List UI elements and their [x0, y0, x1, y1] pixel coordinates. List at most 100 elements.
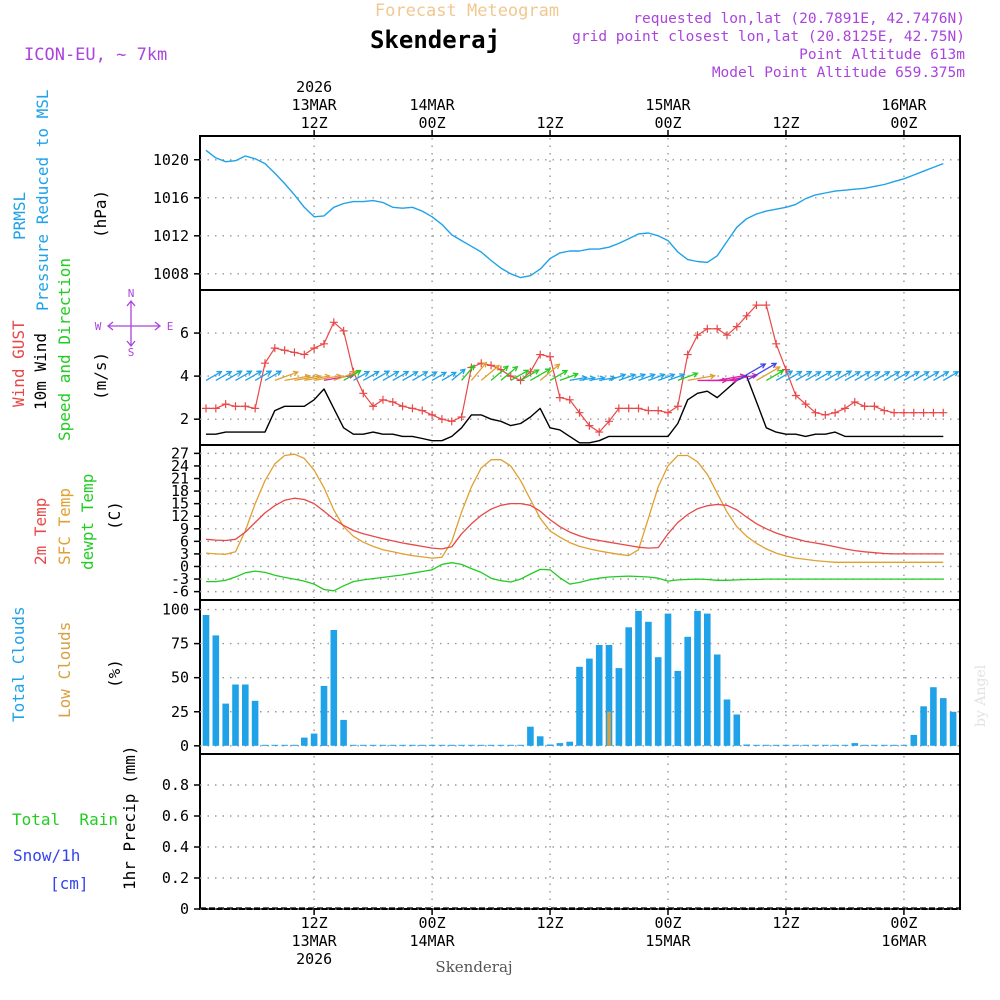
- time-label-top: 12Z: [772, 114, 799, 132]
- wind-direction-arrow: [815, 370, 832, 381]
- gust-marker: [378, 395, 387, 404]
- gust-marker: [202, 404, 210, 413]
- wind-arrow-head: [403, 370, 410, 377]
- wind-arrow-head: [679, 373, 686, 379]
- wind-arrow-head: [469, 364, 476, 371]
- gust-marker: [791, 391, 800, 400]
- total-cloud-bar: [340, 719, 347, 746]
- y-tick-label: 1020: [153, 151, 189, 169]
- total-cloud-bar: [212, 635, 220, 746]
- wind-arrow-head: [884, 371, 891, 377]
- total-cloud-bar: [890, 744, 898, 746]
- total-cloud-bar: [812, 744, 819, 746]
- prmsl-unit-label: (hPa): [91, 190, 110, 238]
- time-label-bottom: 00Z: [654, 914, 681, 932]
- wind-direction-arrow: [510, 369, 529, 381]
- wind-direction-arrow: [402, 371, 418, 381]
- time-label-top: 13MAR: [292, 96, 338, 114]
- total-cloud-bar: [497, 744, 505, 746]
- y-tick-label: 1016: [153, 189, 189, 207]
- total-cloud-bar: [851, 743, 859, 746]
- wind-direction-arrow: [451, 368, 466, 381]
- wind10-label: 10m Wind: [31, 333, 50, 410]
- total-cloud-bar: [900, 744, 908, 746]
- y-tick-label: 0.2: [162, 869, 189, 887]
- y-tick-label: 0.8: [162, 776, 189, 794]
- wind-arrow-head: [796, 370, 803, 377]
- wind-direction-arrow: [677, 372, 698, 382]
- compass-north: N: [128, 287, 135, 300]
- wind-direction-arrow: [638, 373, 655, 382]
- total-cloud-bar: [841, 744, 849, 746]
- grid-lines: [200, 138, 960, 910]
- footer-location: Skenderaj: [435, 958, 512, 976]
- total-cloud-bar: [281, 744, 288, 746]
- gust-marker: [388, 397, 397, 406]
- gust-marker: [447, 417, 456, 426]
- wind-direction-arrow: [933, 371, 949, 381]
- gust-marker: [909, 408, 918, 417]
- tick-labels: 1008101210161020246-6-303691215182124270…: [153, 151, 200, 918]
- total-cloud-bar: [448, 744, 455, 746]
- total-cloud-bar: [930, 687, 937, 746]
- y-tick-label: -6: [171, 583, 189, 601]
- wind-arrow-head: [512, 365, 519, 372]
- wind-arrow-head: [561, 369, 569, 376]
- y-tick-label: 6: [180, 532, 189, 550]
- time-label-top: 00Z: [419, 114, 446, 132]
- y-tick-label: 24: [171, 457, 189, 475]
- wind-direction-arrow: [746, 362, 777, 381]
- wind-direction-arrow: [215, 370, 232, 381]
- wind-direction-arrow: [314, 375, 342, 382]
- gust-marker: [732, 322, 741, 331]
- total-cloud-bar: [251, 700, 259, 746]
- wind-direction-arrow: [599, 376, 616, 382]
- wind-arrow-head: [533, 369, 540, 375]
- gust-marker: [231, 402, 240, 411]
- gust-marker: [270, 344, 279, 353]
- total-cloud-bar: [546, 744, 554, 746]
- gust-marker: [428, 410, 437, 419]
- wind-direction-arrow: [844, 371, 861, 381]
- wind-direction-arrow: [923, 371, 939, 381]
- gust-marker: [211, 404, 220, 413]
- wind-direction-arrow: [274, 371, 298, 382]
- gust-marker: [703, 324, 712, 333]
- total-cloud-bar: [743, 744, 750, 746]
- wind-arrow-head: [523, 369, 530, 375]
- total-cloud-bar: [831, 744, 839, 746]
- wind-arrow-head: [825, 370, 833, 377]
- wind-direction-arrow: [589, 377, 605, 382]
- gust-marker: [487, 361, 496, 370]
- wind-direction-arrow: [628, 373, 646, 382]
- time-label-bottom: 16MAR: [881, 932, 927, 950]
- wind-direction-arrow: [785, 370, 802, 381]
- wind-direction-arrow: [205, 370, 222, 381]
- wind-arrow-head: [236, 370, 243, 376]
- wind-arrow-head: [275, 370, 283, 376]
- temp-unit-label: (C): [105, 501, 124, 530]
- y-tick-label: 1008: [153, 265, 189, 283]
- total-cloud-bar: [645, 621, 652, 746]
- total-cloud-bar: [861, 744, 868, 746]
- time-label-top: 12Z: [537, 114, 564, 132]
- wind-arrow-head: [692, 371, 699, 378]
- total-cloud-bar: [310, 733, 318, 746]
- gust-marker: [408, 404, 417, 413]
- wind-direction-arrow: [421, 371, 437, 381]
- wind-arrow-head: [806, 370, 813, 377]
- wind-direction-arrow: [667, 373, 685, 382]
- wind-arrow-head: [933, 371, 940, 377]
- total-cloud-bar: [360, 744, 367, 746]
- wind-direction-arrow: [874, 371, 890, 381]
- total-cloud-bar: [674, 670, 682, 746]
- wind-direction-arrow: [913, 371, 929, 381]
- wind-direction-arrow: [441, 371, 457, 381]
- gust-marker: [722, 331, 731, 340]
- sfc-temp-label: SFC Temp: [55, 488, 74, 565]
- wind-direction-arrow: [756, 366, 781, 381]
- wind-direction-arrow: [264, 370, 282, 381]
- total-cloud-bar: [920, 706, 927, 746]
- wind-arrow-head: [393, 370, 400, 377]
- wind-direction-arrow: [648, 373, 665, 382]
